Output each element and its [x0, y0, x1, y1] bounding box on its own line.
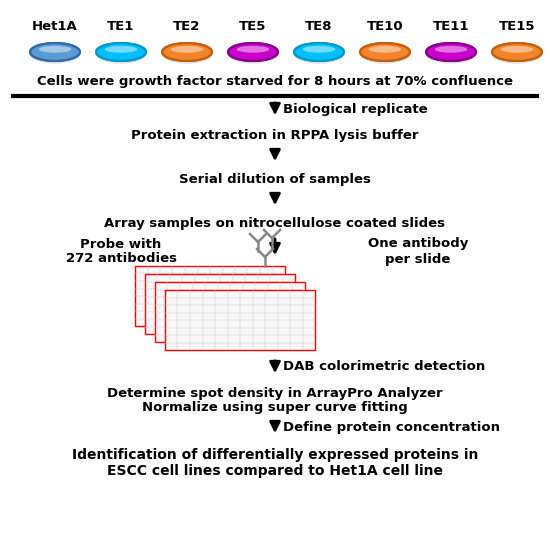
Ellipse shape [492, 43, 542, 61]
Ellipse shape [96, 45, 146, 64]
Ellipse shape [228, 43, 278, 61]
Text: Cells were growth factor starved for 8 hours at 70% confluence: Cells were growth factor starved for 8 h… [37, 75, 513, 89]
Text: DAB colorimetric detection: DAB colorimetric detection [283, 360, 486, 373]
Ellipse shape [162, 45, 212, 64]
Text: TE1: TE1 [107, 21, 135, 33]
Ellipse shape [426, 43, 476, 61]
Ellipse shape [434, 46, 468, 52]
Ellipse shape [360, 45, 410, 64]
Ellipse shape [96, 43, 146, 61]
Text: Probe with: Probe with [80, 238, 162, 251]
Text: Protein extraction in RPPA lysis buffer: Protein extraction in RPPA lysis buffer [131, 128, 419, 142]
Text: TE15: TE15 [499, 21, 535, 33]
Text: 272 antibodies: 272 antibodies [65, 253, 177, 266]
Ellipse shape [360, 43, 410, 61]
Ellipse shape [104, 46, 138, 52]
Ellipse shape [39, 46, 72, 52]
Text: TE10: TE10 [367, 21, 403, 33]
Bar [135, 266, 285, 326]
Text: Serial dilution of samples: Serial dilution of samples [179, 174, 371, 186]
Ellipse shape [294, 45, 344, 64]
Ellipse shape [170, 46, 204, 52]
Text: Determine spot density in ArrayPro Analyzer: Determine spot density in ArrayPro Analy… [107, 387, 443, 400]
Bar [155, 282, 305, 342]
Ellipse shape [30, 45, 80, 64]
Text: Array samples on nitrocellulose coated slides: Array samples on nitrocellulose coated s… [104, 218, 446, 230]
Text: Define protein concentration: Define protein concentration [283, 421, 500, 435]
Text: TE2: TE2 [173, 21, 201, 33]
Ellipse shape [500, 46, 534, 52]
Text: Normalize using super curve fitting: Normalize using super curve fitting [142, 402, 408, 415]
Ellipse shape [492, 45, 542, 64]
Ellipse shape [30, 43, 80, 61]
Text: per slide: per slide [386, 253, 450, 266]
Text: TE5: TE5 [239, 21, 267, 33]
Ellipse shape [294, 43, 344, 61]
Text: Het1A: Het1A [32, 21, 78, 33]
Ellipse shape [302, 46, 336, 52]
Ellipse shape [228, 45, 278, 64]
Text: TE11: TE11 [433, 21, 469, 33]
Bar [165, 290, 315, 350]
Ellipse shape [426, 45, 476, 64]
Ellipse shape [162, 43, 212, 61]
Ellipse shape [236, 46, 270, 52]
Text: TE8: TE8 [305, 21, 333, 33]
Text: Biological replicate: Biological replicate [283, 103, 428, 116]
Text: ESCC cell lines compared to Het1A cell line: ESCC cell lines compared to Het1A cell l… [107, 464, 443, 478]
Text: Identification of differentially expressed proteins in: Identification of differentially express… [72, 448, 478, 462]
Ellipse shape [368, 46, 402, 52]
Text: One antibody: One antibody [368, 238, 468, 251]
Bar [145, 274, 295, 334]
